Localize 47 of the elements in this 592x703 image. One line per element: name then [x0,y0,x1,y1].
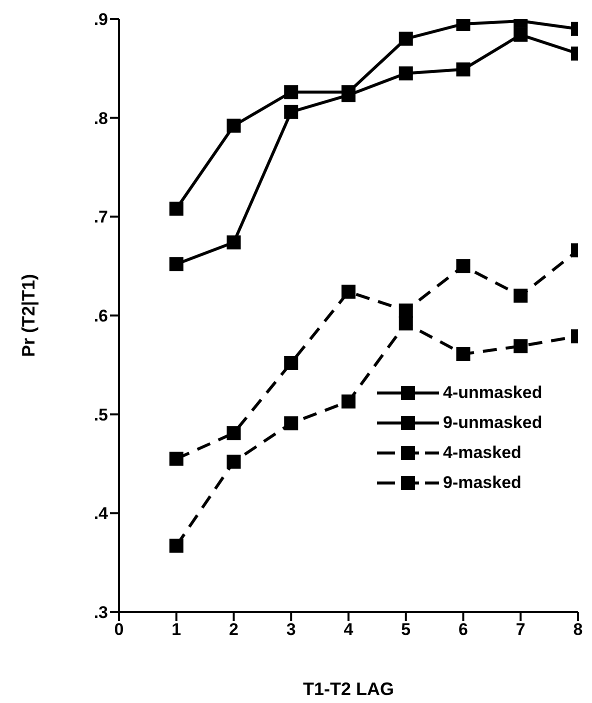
y-tick-label: .9 [94,10,108,30]
point [456,19,470,31]
point [169,202,184,216]
legend-label: 4-masked [443,443,522,463]
legend-label: 4-unmasked [443,383,542,403]
x-tick-label: 5 [401,620,411,640]
point [284,104,298,119]
point [169,257,184,272]
x-tick-label: 6 [458,620,468,640]
x-tick-label: 1 [172,620,182,640]
point [514,288,528,303]
point [514,28,528,42]
point [398,32,413,46]
y-tick-label: .8 [94,108,108,128]
y-axis-title: Pr (T2|T1) [18,274,38,358]
point [169,538,184,553]
point [398,316,413,330]
point [226,235,241,250]
x-tick-label: 3 [286,620,296,640]
x-tick-label: 0 [114,620,124,640]
y-tick-label: .5 [94,405,108,424]
point [514,339,528,354]
y-tick-label: .3 [94,603,108,622]
point [169,452,184,466]
x-tick-label: 2 [229,620,238,640]
x-axis-title: T1-T2 LAG [302,679,394,699]
point [226,426,241,440]
point [226,454,241,469]
point [456,62,470,76]
point [456,347,470,362]
point [284,416,298,430]
y-tick-label: .7 [94,208,108,227]
x-tick-label: 8 [573,620,583,640]
x-tick-label: 7 [516,620,526,640]
point [398,304,413,318]
point [342,394,356,408]
y-tick-label: .6 [94,306,108,326]
point [342,284,356,299]
point [284,85,298,100]
x-tick-label: 4 [344,620,354,640]
point [398,66,413,80]
legend-label: 9-unmasked [443,413,542,433]
point [284,356,298,370]
point [226,118,241,133]
point [456,259,470,274]
y-tick-label: .4 [94,504,109,524]
legend-label: 9-masked [443,473,522,493]
